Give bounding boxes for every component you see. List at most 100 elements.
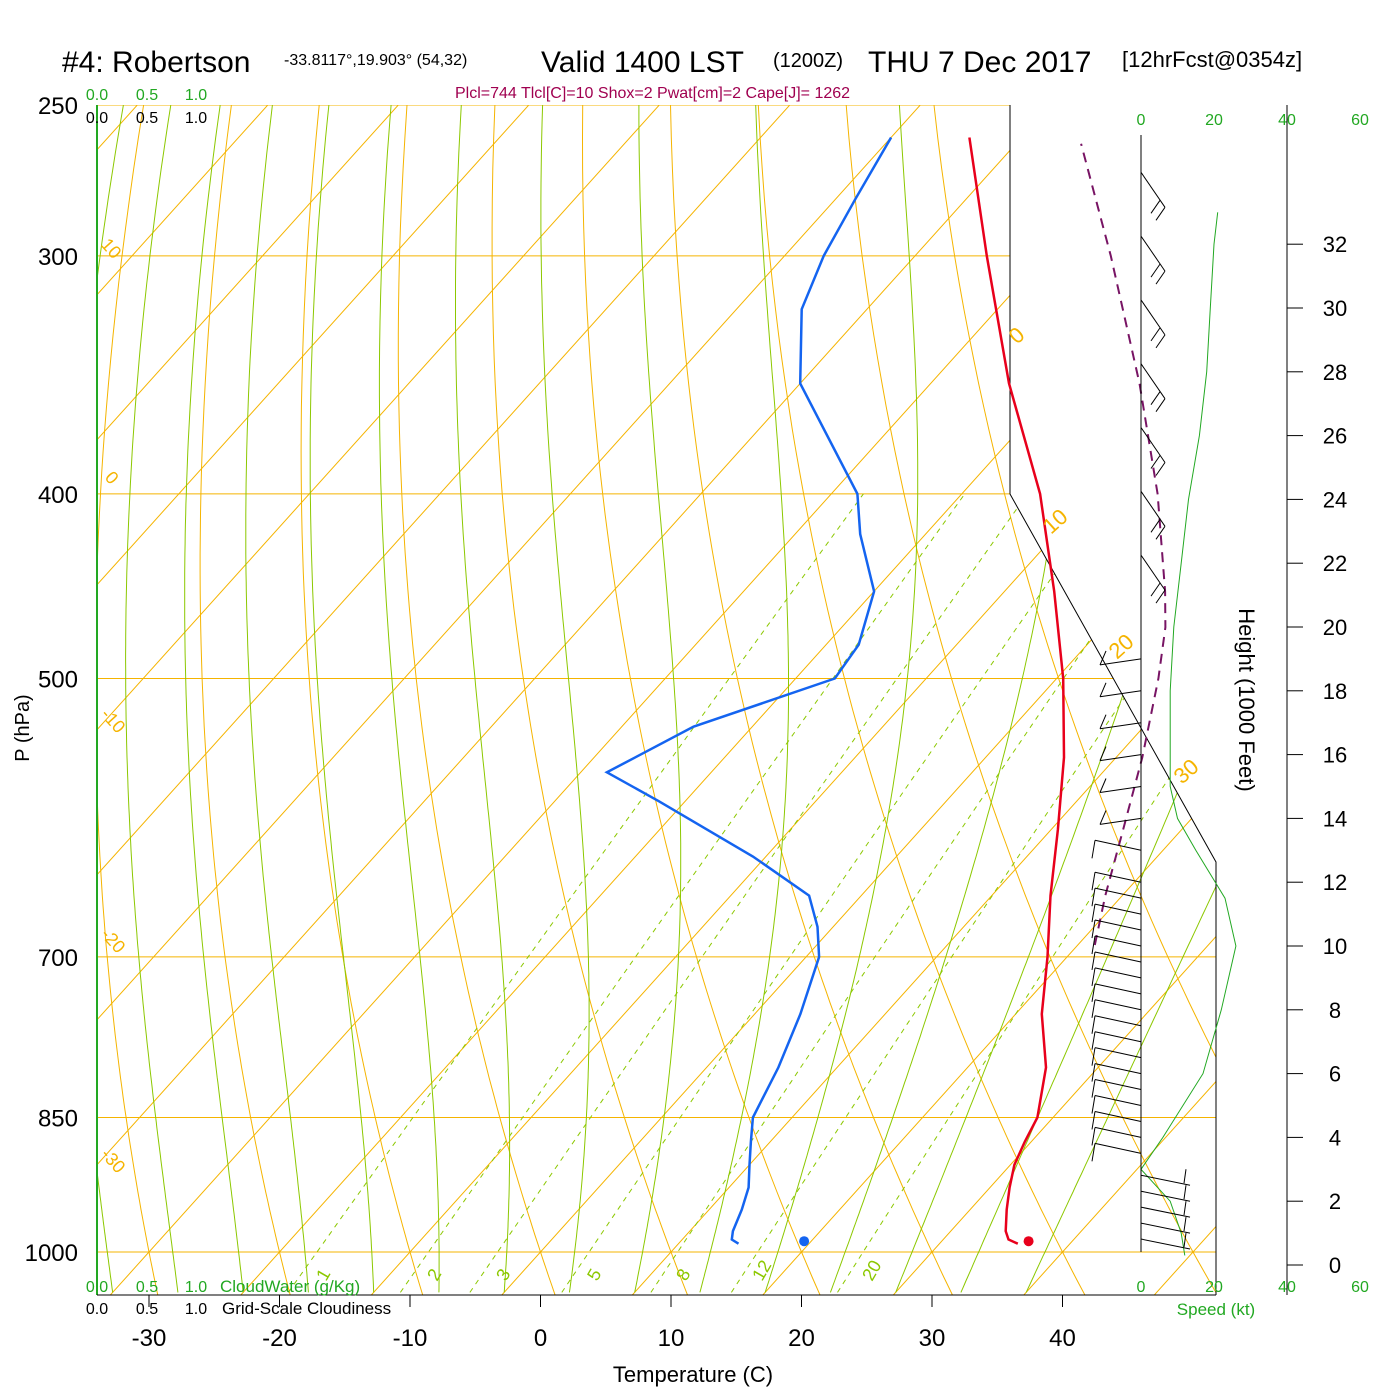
barb-flag (1155, 526, 1166, 540)
barb-staff (1094, 1015, 1142, 1027)
barb-staff (1094, 1095, 1142, 1106)
barb-flag (1091, 888, 1096, 907)
barb-staff (1140, 1206, 1191, 1218)
wind-barb (1091, 1079, 1142, 1098)
barb-staff (1094, 1047, 1142, 1059)
forecast-run: [12hrFcst@0354z] (1122, 47, 1302, 72)
mixing-ratio-line (469, 493, 1028, 1293)
x-tick-label: -10 (393, 1325, 428, 1352)
isotherm-line (97, 105, 592, 1295)
dry-adiabat-label: -30 (97, 1144, 129, 1177)
barb-flag (1091, 1143, 1096, 1162)
barb-staff (1140, 1238, 1191, 1250)
dry-adiabat (755, 105, 1105, 1295)
height-tick-label: 0 (1329, 1253, 1341, 1278)
dry-adiabat (669, 105, 971, 1295)
pressure-tick-label: 250 (38, 93, 78, 120)
speed-tick-bottom: 60 (1351, 1279, 1369, 1296)
barb-flag (1183, 1232, 1187, 1248)
isotherm-line (469, 105, 1216, 1295)
moist-adiabat (245, 105, 309, 1293)
isotherm-line (97, 105, 722, 1295)
x-tick-label: 30 (919, 1325, 946, 1352)
wind-barb (1140, 172, 1166, 221)
barb-flag (1099, 778, 1107, 793)
wind-barb (1091, 1047, 1142, 1066)
barb-flag (1155, 207, 1166, 221)
cloudiness-tick-top: 1.0 (185, 110, 207, 127)
mixing-ratio-line (561, 493, 1111, 1293)
mixing-ratio-label: 3 (492, 1265, 514, 1284)
barb-flag (1091, 1031, 1096, 1050)
wind-barb (1099, 714, 1142, 730)
barb-staff (1140, 427, 1166, 463)
barb-staff (1140, 1174, 1191, 1186)
dry-adiabat-label: 0 (101, 467, 123, 488)
isotherm-label: 30 (1169, 754, 1204, 789)
mixing-ratio-label: 5 (583, 1265, 605, 1284)
dry-adiabat (397, 105, 569, 1295)
dry-adiabat (199, 105, 301, 1295)
stability-indices: Plcl=744 Tlcl[C]=10 Shox=2 Pwat[cm]=2 Ca… (455, 85, 850, 102)
cloudiness-tick-top: 0.5 (136, 110, 158, 127)
barb-flag (1091, 872, 1096, 891)
isotherm-line (338, 105, 1216, 1295)
barb-flag (1091, 840, 1096, 859)
barb-flag (1150, 327, 1161, 342)
zulu-time: (1200Z) (773, 50, 843, 72)
wind-barb (1091, 967, 1142, 986)
barb-staff (1094, 967, 1142, 979)
moist-adiabat (634, 105, 682, 1293)
station-coords: -33.8117°,19.903° (54,32) (284, 52, 467, 69)
barb-staff (1094, 1063, 1142, 1075)
moist-adiabat (455, 105, 511, 1293)
wind-barb (1099, 746, 1142, 762)
barb-flag (1099, 650, 1107, 666)
dry-adiabat-label: -10 (97, 704, 129, 737)
dry-adiabat (1356, 36, 1400, 1331)
x-tick-label: 40 (1049, 1325, 1076, 1352)
wind-barb (1091, 1095, 1142, 1114)
isotherm-line (730, 105, 1216, 1295)
x-tick-label: -20 (262, 1325, 297, 1352)
wind-barb (1140, 491, 1166, 540)
barb-staff (1140, 299, 1166, 336)
wind-barb (1091, 919, 1142, 939)
cloudwater-tick-bottom: 1.0 (185, 1279, 207, 1296)
height-tick-label: 6 (1329, 1062, 1341, 1087)
mixing-ratio-label: 20 (858, 1257, 885, 1284)
moist-adiabat (184, 105, 244, 1293)
height-tick-label: 12 (1323, 870, 1347, 895)
wind-barb (1091, 1063, 1142, 1082)
wind-barb (1091, 999, 1142, 1018)
barb-flag (1150, 263, 1161, 278)
height-tick-label: 18 (1323, 679, 1347, 704)
x-axis-title: Temperature (C) (613, 1362, 773, 1387)
mixing-ratio-label: 2 (423, 1265, 445, 1284)
pressure-tick-label: 850 (38, 1106, 78, 1133)
barb-flag (1091, 904, 1096, 923)
wind-barb (1091, 951, 1142, 971)
height-axis-title: Height (1000 Feet) (1234, 608, 1259, 791)
barb-flag (1091, 1063, 1096, 1082)
height-tick-label: 30 (1323, 296, 1347, 321)
barb-flag (1150, 455, 1161, 469)
barb-flag (1091, 1127, 1096, 1146)
wind-barb (1091, 935, 1142, 955)
speed-tick-top: 0 (1137, 112, 1146, 129)
y-axis-title: P (hPa) (12, 694, 34, 761)
barb-flag (1099, 746, 1107, 761)
speed-tick-top: 60 (1351, 112, 1369, 129)
background-grid (97, 36, 1400, 1331)
wind-barb (1140, 1217, 1191, 1234)
barb-flag (1099, 682, 1107, 697)
wind-barb (1099, 650, 1142, 666)
barb-staff (1094, 1142, 1142, 1154)
barb-flag (1183, 1217, 1187, 1232)
cloudiness-label: Grid-Scale Cloudiness (222, 1299, 391, 1318)
dry-adiabat (491, 105, 703, 1295)
cloudiness-tick-top: 0.0 (86, 110, 108, 127)
dry-adiabat (840, 105, 1216, 1295)
speed-tick-top: 40 (1278, 112, 1296, 129)
barb-staff (1094, 935, 1142, 947)
